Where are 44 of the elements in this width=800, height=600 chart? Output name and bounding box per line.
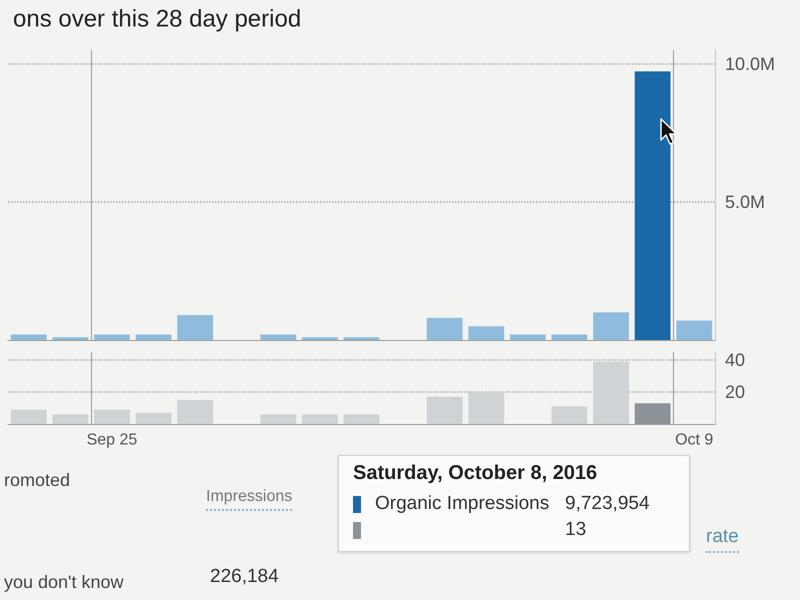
bar <box>302 414 338 424</box>
y-tick-label: 20 <box>725 382 746 402</box>
bar <box>94 410 130 424</box>
bar <box>593 362 629 424</box>
text: 13 <box>565 519 588 541</box>
text: 9,723,954 <box>565 493 651 515</box>
bar <box>593 312 629 340</box>
bar <box>344 414 380 424</box>
bar <box>552 406 588 424</box>
bar <box>52 337 88 340</box>
bar <box>52 414 88 424</box>
x-tick-label: Oct 9 <box>675 432 714 448</box>
bar <box>94 334 130 340</box>
text: romoted <box>4 470 70 491</box>
bar <box>676 320 712 340</box>
chart-title: ons over this 28 day period <box>13 6 302 32</box>
bar <box>634 403 670 424</box>
bar <box>10 334 47 340</box>
bar <box>510 334 546 340</box>
bar <box>552 334 588 340</box>
bar <box>468 392 504 424</box>
bar <box>344 337 380 340</box>
legend-label: Organic Impressions <box>375 493 550 515</box>
bar <box>260 414 296 424</box>
text: 226,184 <box>210 566 279 588</box>
x-tick-label: Sep 25 <box>86 432 138 448</box>
bar <box>177 315 214 340</box>
y-tick-label: 40 <box>725 350 746 370</box>
bar <box>426 396 463 424</box>
bar <box>136 412 172 424</box>
text: you don't know <box>4 572 124 593</box>
text: rate <box>706 526 739 553</box>
text: Impressions <box>206 488 292 511</box>
bar <box>10 410 47 424</box>
bar <box>136 334 172 340</box>
bar <box>468 326 504 340</box>
bar <box>634 71 670 340</box>
bar <box>177 400 214 424</box>
y-tick-label: 10.0M <box>725 54 776 74</box>
bar <box>426 318 463 340</box>
legend-title: Saturday, October 8, 2016 <box>353 462 598 485</box>
y-tick-label: 5.0M <box>725 192 766 212</box>
bar <box>260 334 296 340</box>
bar <box>302 337 338 340</box>
